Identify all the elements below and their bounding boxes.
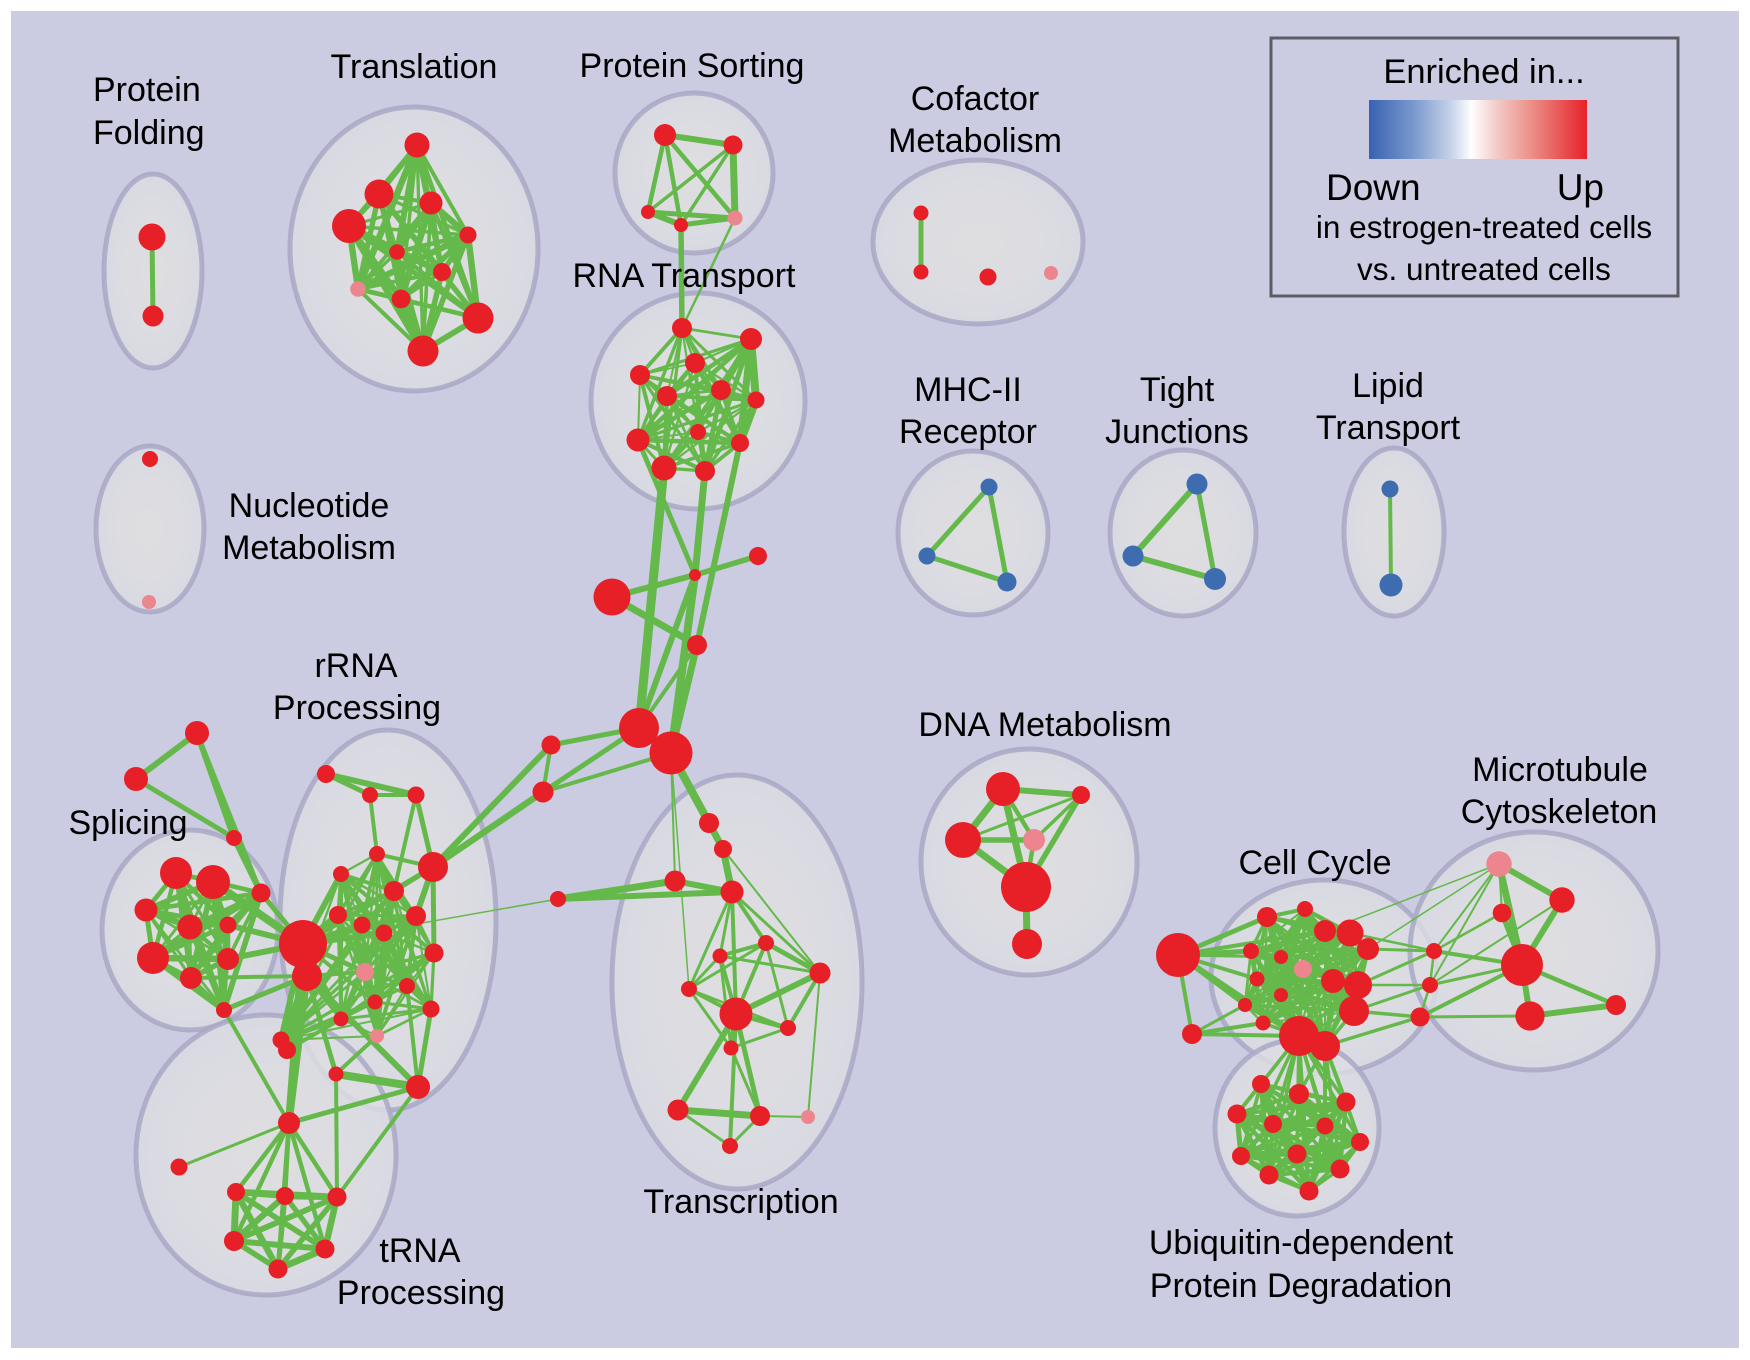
svg-text:Cytoskeleton: Cytoskeleton bbox=[1461, 793, 1658, 831]
svg-text:Splicing: Splicing bbox=[68, 804, 187, 842]
svg-text:Junctions: Junctions bbox=[1105, 413, 1249, 451]
svg-text:Down: Down bbox=[1326, 167, 1421, 208]
svg-text:Translation: Translation bbox=[331, 48, 498, 86]
svg-text:Nucleotide: Nucleotide bbox=[229, 487, 390, 525]
svg-text:Metabolism: Metabolism bbox=[222, 529, 396, 567]
svg-text:Enriched in...: Enriched in... bbox=[1383, 53, 1584, 91]
svg-text:Receptor: Receptor bbox=[899, 413, 1037, 451]
svg-text:MHC-II: MHC-II bbox=[914, 371, 1022, 409]
svg-text:Cofactor: Cofactor bbox=[911, 80, 1040, 118]
svg-text:Transport: Transport bbox=[1316, 409, 1461, 447]
svg-text:RNA Transport: RNA Transport bbox=[573, 257, 797, 295]
svg-text:Up: Up bbox=[1557, 167, 1604, 208]
svg-text:vs. untreated cells: vs. untreated cells bbox=[1357, 251, 1611, 287]
svg-text:Processing: Processing bbox=[337, 1274, 505, 1312]
svg-text:Ubiquitin-dependent: Ubiquitin-dependent bbox=[1149, 1224, 1454, 1262]
svg-text:Protein: Protein bbox=[93, 71, 201, 109]
svg-text:Folding: Folding bbox=[93, 114, 205, 152]
svg-text:Tight: Tight bbox=[1140, 371, 1215, 409]
svg-text:Metabolism: Metabolism bbox=[888, 122, 1062, 160]
svg-text:DNA Metabolism: DNA Metabolism bbox=[918, 706, 1171, 744]
svg-text:Cell Cycle: Cell Cycle bbox=[1238, 844, 1391, 882]
svg-text:rRNA: rRNA bbox=[314, 647, 397, 685]
svg-text:Microtubule: Microtubule bbox=[1472, 751, 1648, 789]
svg-text:Transcription: Transcription bbox=[643, 1183, 838, 1221]
svg-text:Protein Sorting: Protein Sorting bbox=[580, 47, 805, 85]
svg-text:Lipid: Lipid bbox=[1352, 367, 1424, 405]
svg-text:Processing: Processing bbox=[273, 689, 441, 727]
svg-text:tRNA: tRNA bbox=[379, 1232, 461, 1270]
svg-text:Protein Degradation: Protein Degradation bbox=[1150, 1267, 1452, 1305]
svg-text:in estrogen-treated cells: in estrogen-treated cells bbox=[1316, 209, 1652, 245]
